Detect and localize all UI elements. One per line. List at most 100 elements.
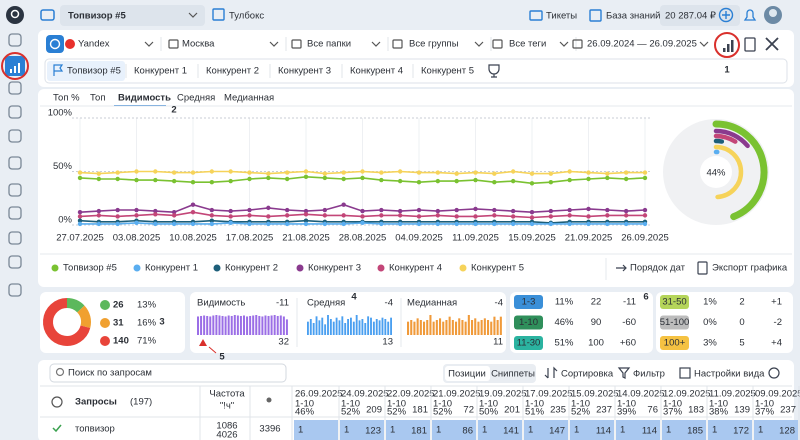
series-point xyxy=(417,208,421,212)
series-point xyxy=(567,208,571,212)
nav-icon[interactable] xyxy=(9,284,21,296)
metric-bar xyxy=(237,315,239,335)
series-point xyxy=(379,178,383,182)
series-point xyxy=(398,179,402,183)
series-point xyxy=(134,213,138,217)
series-point xyxy=(78,214,82,218)
filter-select[interactable]: Москва xyxy=(182,39,215,50)
freq-header: Частота xyxy=(209,389,245,400)
refresh-button[interactable] xyxy=(46,35,64,53)
filter-button[interactable]: Фильтр xyxy=(633,369,665,380)
metric-current: 11 xyxy=(493,337,503,348)
project-tab[interactable]: Конкурент 2 xyxy=(206,66,259,77)
metric-change: -4 xyxy=(495,298,503,309)
series-point xyxy=(78,210,82,214)
project-tab[interactable]: Конкурент 1 xyxy=(134,66,187,77)
project-tab[interactable]: Конкурент 3 xyxy=(278,66,331,77)
series-point xyxy=(304,212,308,216)
series-point xyxy=(549,214,553,218)
snippets-tab[interactable]: Сниппеты xyxy=(491,369,535,380)
series-point xyxy=(549,222,553,226)
metric-tab[interactable]: Топ xyxy=(90,93,106,104)
legend-entry[interactable]: Топвизор #5 xyxy=(63,263,117,274)
nav-icon[interactable] xyxy=(9,207,21,219)
view-settings-button[interactable]: Настройки вида xyxy=(694,369,765,380)
balance: 20 287.04 ₽ xyxy=(665,11,716,22)
position-value: 1 xyxy=(574,425,579,436)
nav-icon[interactable] xyxy=(9,184,21,196)
nav-icon[interactable] xyxy=(9,34,21,46)
legend-swatch xyxy=(297,265,304,272)
metric-tab[interactable]: Медианная xyxy=(224,93,274,104)
position-count: 147 xyxy=(549,426,565,437)
nav-icon[interactable] xyxy=(9,130,21,142)
legend-entry[interactable]: Конкурент 3 xyxy=(308,263,361,274)
filter-select[interactable]: Все папки xyxy=(307,39,351,50)
metric-bar xyxy=(390,318,392,335)
legend-entry[interactable]: Конкурент 4 xyxy=(389,263,442,274)
project-tab[interactable]: Конкурент 5 xyxy=(421,66,474,77)
group-share: 71% xyxy=(137,336,157,347)
annotation: 1 xyxy=(724,65,730,76)
series-point xyxy=(624,222,628,226)
range-count: 22 xyxy=(591,297,602,308)
project-tab[interactable]: Конкурент 4 xyxy=(350,66,403,77)
filter-select[interactable]: Все теги xyxy=(509,39,546,50)
series-point xyxy=(97,222,101,226)
series-point xyxy=(586,170,590,174)
series-point xyxy=(153,169,157,173)
nav-icon[interactable] xyxy=(9,256,21,268)
legend-entry[interactable]: Конкурент 5 xyxy=(471,263,524,274)
positions-tab[interactable]: Позиции xyxy=(448,369,486,380)
metric-tab[interactable]: Средняя xyxy=(177,93,215,104)
series-point xyxy=(586,214,590,218)
tickets-link[interactable]: Тикеты xyxy=(546,11,577,22)
metric-tab[interactable]: Топ % xyxy=(53,93,80,104)
series-point xyxy=(210,169,214,173)
filter-select[interactable]: Все группы xyxy=(409,39,459,50)
sort-button[interactable]: Сортировка xyxy=(561,369,614,380)
metric-bar xyxy=(310,319,312,335)
metric-bar xyxy=(212,315,214,335)
nav-icon[interactable] xyxy=(9,106,21,118)
series-point xyxy=(605,171,609,175)
toolbox-link[interactable]: Тулбокс xyxy=(229,11,264,22)
legend-entry[interactable]: Конкурент 2 xyxy=(225,263,278,274)
x-tick-label: 26.09.2025 xyxy=(621,233,669,244)
group-share: 13% xyxy=(137,300,157,311)
group-count: 31 xyxy=(113,318,124,329)
series-point xyxy=(454,214,458,218)
nav-icon[interactable] xyxy=(9,82,21,94)
annotation: 4 xyxy=(351,292,357,303)
legend-entry[interactable]: Конкурент 1 xyxy=(145,263,198,274)
metric-bar xyxy=(373,322,375,335)
chart-view-button[interactable] xyxy=(716,35,738,55)
filter-select[interactable]: Yandex xyxy=(78,39,110,50)
filter-select[interactable]: 26.09.2024 — 26.09.2025 xyxy=(587,39,697,50)
metric-bar xyxy=(246,316,248,335)
metric-bar xyxy=(407,322,409,335)
series-point xyxy=(97,213,101,217)
position-count: 114 xyxy=(642,426,657,437)
metric-bar xyxy=(481,320,483,335)
project-tab[interactable]: Топвизор #5 xyxy=(67,66,121,77)
range-label: 31-50 xyxy=(662,297,686,308)
x-tick-label: 10.08.2025 xyxy=(169,233,217,244)
series-point xyxy=(567,213,571,217)
share-header: 52% xyxy=(341,407,361,418)
series-point xyxy=(398,213,402,217)
x-tick-label: 27.07.2025 xyxy=(56,233,104,244)
knowledge-link[interactable]: База знаний xyxy=(606,11,660,22)
chart-action[interactable]: Порядок дат xyxy=(630,263,686,274)
metric-tab[interactable]: Видимость xyxy=(118,93,171,104)
metric-bar xyxy=(200,316,202,335)
nav-icon[interactable] xyxy=(9,157,21,169)
series-point xyxy=(115,208,119,212)
series-point xyxy=(530,181,534,185)
range-share: 46% xyxy=(554,317,574,328)
series-point xyxy=(247,177,251,181)
chart-action[interactable]: Экспорт графика xyxy=(712,263,788,274)
nav-icon[interactable] xyxy=(9,232,21,244)
metric-bar xyxy=(313,323,315,335)
freq-mode[interactable]: "!ч" xyxy=(220,401,234,412)
